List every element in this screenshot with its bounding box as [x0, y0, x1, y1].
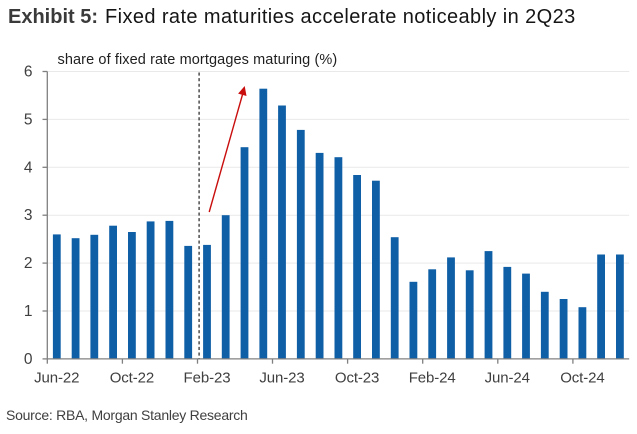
svg-text:2: 2 [24, 255, 33, 272]
svg-text:1: 1 [24, 303, 33, 320]
svg-text:Exhibit 5:: Exhibit 5: [8, 6, 98, 28]
svg-text:Oct-23: Oct-23 [335, 369, 379, 386]
svg-text:Feb-23: Feb-23 [184, 369, 231, 386]
svg-text:Jun-24: Jun-24 [485, 369, 530, 386]
svg-text:Jun-22: Jun-22 [34, 369, 79, 386]
svg-text:5: 5 [24, 111, 33, 128]
svg-text:0: 0 [24, 351, 33, 368]
svg-text:share of fixed rate mortgages: share of fixed rate mortgages maturing (… [58, 52, 338, 68]
svg-text:Oct-22: Oct-22 [110, 369, 154, 386]
svg-text:Fixed rate maturities accelera: Fixed rate maturities accelerate noticea… [105, 6, 576, 28]
svg-text:Source: RBA, Morgan Stanley Re: Source: RBA, Morgan Stanley Research [6, 407, 248, 423]
svg-text:Oct-24: Oct-24 [560, 369, 604, 386]
svg-text:3: 3 [24, 207, 33, 224]
svg-text:Jun-23: Jun-23 [259, 369, 304, 386]
svg-text:Feb-24: Feb-24 [409, 369, 456, 386]
svg-text:4: 4 [24, 159, 33, 176]
svg-text:6: 6 [24, 64, 33, 81]
